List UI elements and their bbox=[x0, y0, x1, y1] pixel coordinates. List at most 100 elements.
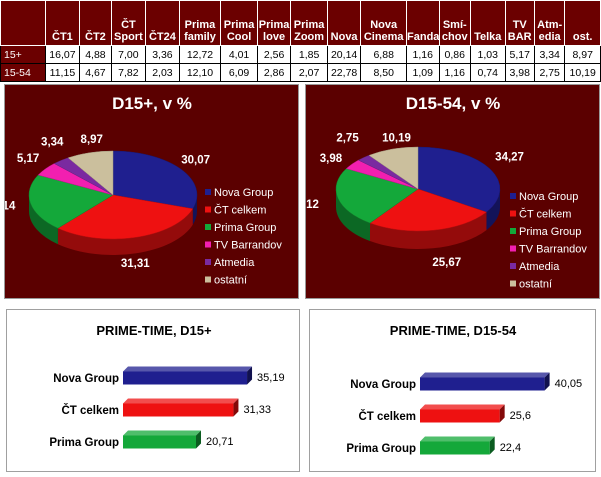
bar-top bbox=[123, 366, 253, 372]
pie-chart-d15plus: D15+, v % 30,07 31,31 21,14 5,173,34 8,97 Nova… bbox=[5, 94, 282, 287]
bar-top bbox=[420, 404, 505, 410]
pie-data-label: 25,67 bbox=[432, 257, 461, 269]
table-header-cell: Nova bbox=[326, 0, 362, 46]
pie-slice bbox=[368, 146, 419, 190]
table-header-cell: Prima Cool bbox=[220, 0, 258, 46]
legend-label: ČT celkem bbox=[519, 208, 571, 221]
table-header-cell: ČT Sport bbox=[110, 0, 147, 46]
bar-group bbox=[123, 398, 239, 417]
table-row-15plus: 15+ 16,07 4,88 7,00 3,36 12,72 4,01 2,56 1,85 20,… bbox=[0, 45, 601, 64]
table-header-cell: ost. bbox=[564, 0, 601, 46]
bar-chart-title: PRIME-TIME, D15-54 bbox=[390, 323, 517, 338]
table-corner-cell bbox=[0, 0, 46, 46]
table-cell: 3,98 bbox=[504, 63, 535, 82]
bar-value-label: 35,19 bbox=[257, 372, 285, 384]
bar bbox=[123, 435, 197, 449]
table-cell: 2,07 bbox=[290, 63, 328, 82]
bar-value-label: 25,6 bbox=[510, 410, 531, 422]
table-header-cell: ČT24 bbox=[145, 0, 180, 46]
legend-label: Nova Group bbox=[519, 191, 578, 203]
table-header-cell: ČT1 bbox=[44, 0, 81, 46]
bar-chart-panel-primetime-d15-54: PRIME-TIME, D15-54 Nova Group 40,05 ČT celk… bbox=[309, 309, 596, 472]
table-cell: 11,15 bbox=[44, 63, 81, 82]
table-row-label: 15-54 bbox=[0, 63, 46, 82]
legend-swatch bbox=[510, 280, 516, 287]
table-cell: 6,09 bbox=[220, 63, 258, 82]
bar-side bbox=[247, 366, 253, 385]
bar-value-label: 22,4 bbox=[500, 442, 521, 454]
pie-slice-side bbox=[370, 212, 487, 249]
bar-category-label: Nova Group bbox=[53, 373, 119, 385]
bar-chart-primetime-d15plus: PRIME-TIME, D15+ Nova Group 35,19 ČT celkem… bbox=[49, 323, 285, 449]
table-header-cell: Atm-edia bbox=[533, 0, 566, 46]
table-header-cell: Smí-chov bbox=[438, 0, 471, 46]
legend-label: ostatní bbox=[519, 279, 552, 291]
table-header-cell: ČT2 bbox=[79, 0, 112, 46]
pie-data-label: 23,12 bbox=[306, 199, 319, 211]
legend-swatch bbox=[205, 206, 211, 213]
table-header-cell: Telka bbox=[469, 0, 506, 46]
pie-slice bbox=[335, 168, 419, 224]
pie-data-label: 2,75 bbox=[336, 133, 359, 145]
table-cell: 8,97 bbox=[564, 45, 601, 64]
legend-swatch bbox=[510, 263, 516, 269]
pie-data-label: 30,07 bbox=[181, 154, 210, 166]
bar-category-label: Nova Group bbox=[350, 379, 416, 391]
pie-slice bbox=[369, 188, 487, 232]
table-cell: 3,34 bbox=[533, 45, 566, 64]
table-row-label: 15+ bbox=[0, 45, 46, 64]
bar-category-label: ČT celkem bbox=[61, 404, 119, 417]
channel-share-table: ČT1 ČT2 ČT Sport ČT24 Prima family Prima Cool… bbox=[0, 0, 601, 82]
pie-slice bbox=[112, 150, 198, 210]
legend-label: Nova Group bbox=[214, 187, 273, 199]
pie-data-label: 8,97 bbox=[81, 134, 103, 146]
bar bbox=[123, 371, 248, 385]
table-cell: 4,88 bbox=[79, 45, 112, 64]
bar bbox=[123, 403, 234, 417]
table-cell: 2,03 bbox=[145, 63, 180, 82]
bar-chart-panel-primetime-d15plus: PRIME-TIME, D15+ Nova Group 35,19 ČT celkem… bbox=[6, 309, 300, 472]
bar-side bbox=[196, 430, 202, 449]
table-header-cell: Fanda bbox=[406, 0, 440, 46]
table-cell: 8,50 bbox=[360, 63, 408, 82]
table-header-cell: Prima Zoom bbox=[290, 0, 328, 46]
bar-group bbox=[123, 430, 202, 449]
pie-chart-d15-54: D15-54, v % 34,27 25,67 23,12 3,98 2,75 10,19 N… bbox=[306, 94, 587, 291]
legend-swatch bbox=[510, 228, 516, 234]
legend-swatch bbox=[205, 276, 211, 283]
bar-top bbox=[420, 372, 550, 378]
table-cell: 0,74 bbox=[469, 63, 506, 82]
bar bbox=[420, 377, 545, 391]
table-cell: 10,19 bbox=[564, 63, 601, 82]
table-cell: 7,82 bbox=[110, 63, 147, 82]
table-cell: 2,56 bbox=[256, 45, 292, 64]
table-cell: 7,00 bbox=[110, 45, 147, 64]
table-cell: 4,67 bbox=[79, 63, 112, 82]
table-cell: 1,09 bbox=[406, 63, 440, 82]
legend-swatch bbox=[510, 245, 516, 252]
pie-slice-side bbox=[57, 208, 193, 255]
bar-side bbox=[499, 404, 505, 423]
pie-slice-side bbox=[29, 195, 58, 245]
bar-group bbox=[123, 366, 253, 385]
pie-chart-panel-d15plus: D15+, v % 30,07 31,31 21,14 5,173,34 8,97 Nova… bbox=[4, 84, 299, 299]
bar-category-label: Prima Group bbox=[49, 437, 119, 449]
legend-label: TV Barrandov bbox=[214, 240, 282, 252]
bar bbox=[420, 441, 490, 455]
pie-legend: Nova Group ČT celkem Prima Group TV Barrand… bbox=[205, 187, 282, 287]
bar bbox=[420, 409, 500, 423]
table-cell: 6,88 bbox=[360, 45, 408, 64]
bar-top bbox=[123, 398, 239, 404]
pie-data-label: 10,19 bbox=[382, 133, 411, 145]
bar-side bbox=[233, 398, 239, 417]
bar-top bbox=[123, 430, 202, 436]
bar-chart-primetime-d15-54: PRIME-TIME, D15-54 Nova Group 40,05 ČT celk… bbox=[346, 323, 582, 455]
table-header-cell: Prima family bbox=[178, 0, 222, 46]
legend-swatch bbox=[205, 189, 211, 195]
legend-swatch bbox=[205, 241, 211, 248]
legend-label: Atmedia bbox=[519, 261, 560, 273]
bar-group bbox=[420, 404, 505, 423]
table-cell: 1,85 bbox=[290, 45, 328, 64]
pie-data-label: 34,27 bbox=[495, 152, 524, 164]
table-header-cell: Nova Cinema bbox=[360, 0, 408, 46]
